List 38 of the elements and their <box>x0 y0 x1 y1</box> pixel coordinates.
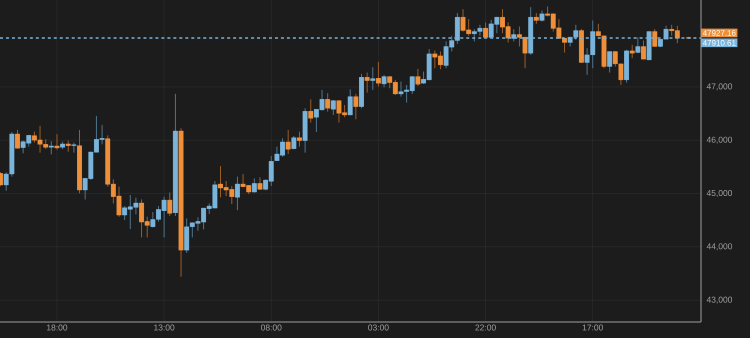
x-tick-label: 17:00 <box>582 324 603 331</box>
y-tick-label: 47,000 <box>706 83 732 90</box>
candlestick <box>641 40 646 60</box>
x-tick-label: 18:00 <box>47 324 68 331</box>
candlestick <box>308 98 314 124</box>
candlestick <box>534 12 539 24</box>
candlestick <box>415 68 420 86</box>
candlestick <box>376 61 381 88</box>
candlestick <box>630 44 635 59</box>
candlestick <box>48 140 54 155</box>
candlestick <box>15 129 20 150</box>
candlestick <box>167 192 172 217</box>
candlestick <box>258 176 262 191</box>
y-tick-label: 43,000 <box>706 296 732 304</box>
candlestick <box>330 100 336 116</box>
candlestick <box>607 50 612 74</box>
candlestick <box>252 178 257 194</box>
candlestick <box>364 72 370 94</box>
candlestick <box>370 66 376 90</box>
candlestick <box>286 129 291 155</box>
y-tick-label: 44,000 <box>706 243 732 250</box>
x-tick-label: 22:00 <box>475 324 496 331</box>
candlestick <box>325 92 330 112</box>
candlestick <box>66 140 71 152</box>
y-tick-label: 46,000 <box>706 136 732 144</box>
candlestick <box>348 88 353 116</box>
candlestick <box>234 176 240 211</box>
x-tick-label: 08:00 <box>261 324 282 331</box>
candlestick <box>291 135 296 150</box>
candlestick <box>71 142 76 154</box>
candlestick <box>297 131 302 148</box>
y-tick-label: 45,000 <box>706 190 732 198</box>
x-tick-label: 13:00 <box>154 324 174 331</box>
candlestick <box>54 134 60 150</box>
candlestick <box>382 74 387 88</box>
candlestick <box>353 93 358 120</box>
candlestick <box>540 10 544 22</box>
x-tick-label: 03:00 <box>368 324 389 331</box>
